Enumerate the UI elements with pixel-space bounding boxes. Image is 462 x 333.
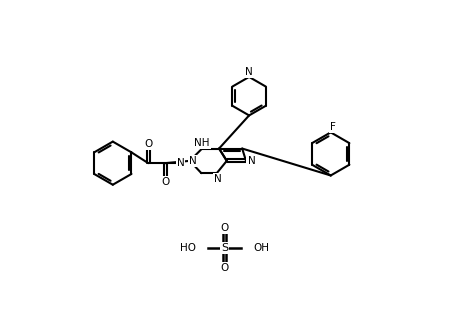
Text: NH: NH xyxy=(195,138,210,148)
Text: F: F xyxy=(330,122,336,132)
Text: O: O xyxy=(161,177,169,187)
Text: N: N xyxy=(245,67,253,77)
Text: N: N xyxy=(213,173,221,183)
Text: HO: HO xyxy=(180,243,196,253)
Text: O: O xyxy=(220,263,229,273)
Text: S: S xyxy=(221,243,228,253)
Text: N: N xyxy=(248,156,255,166)
Text: O: O xyxy=(220,223,229,233)
Text: N: N xyxy=(176,158,184,168)
Text: O: O xyxy=(144,139,152,149)
Text: N: N xyxy=(189,156,197,166)
Text: OH: OH xyxy=(253,243,269,253)
